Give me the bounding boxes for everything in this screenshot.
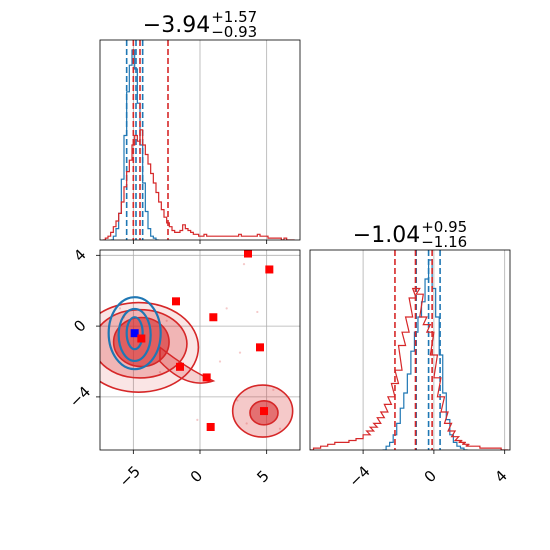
marker-square <box>130 329 139 338</box>
x-hist-series-1 <box>102 129 295 240</box>
title-value: −1.04 <box>353 223 420 248</box>
sample-point <box>122 316 126 319</box>
sample-point <box>225 307 228 310</box>
y-hist-series-1 <box>310 287 509 450</box>
sample-point <box>236 399 239 402</box>
title-minus-1: −1.16 <box>421 233 467 251</box>
x-tick-label: −5 <box>116 462 144 490</box>
x-tick-label: 0 <box>421 467 440 486</box>
marker-square <box>209 313 218 322</box>
sample-point <box>238 351 242 354</box>
panel-2d <box>100 250 300 450</box>
sample-point <box>278 427 282 430</box>
marker-square <box>265 265 274 274</box>
x-tick-label: −4 <box>345 462 373 490</box>
param-title-1: −1.04+0.95 <box>353 218 467 248</box>
panel-x-hist <box>102 40 295 240</box>
axes-frame <box>309 249 511 451</box>
sample-point <box>245 422 248 425</box>
sample-point <box>196 418 199 422</box>
marker-square <box>244 250 252 258</box>
sample-point <box>118 307 122 310</box>
sample-point <box>256 310 259 314</box>
y-tick-label: 0 <box>70 316 89 335</box>
y-hist-series-0 <box>382 259 468 450</box>
sample-point <box>116 351 119 354</box>
title-minus-0: −0.93 <box>211 23 257 41</box>
marker-square <box>172 297 180 306</box>
sample-point <box>272 388 275 391</box>
param-title-0: −3.94+1.57 <box>143 8 257 38</box>
sample-point <box>242 263 246 266</box>
panel-y-hist <box>310 250 509 450</box>
title-plus: +0.95 <box>421 218 467 236</box>
y-tick-label: −4 <box>66 383 94 411</box>
y-tick-label: 4 <box>70 246 89 265</box>
title-value: −3.94 <box>143 13 210 38</box>
density-contour-blue <box>117 307 152 363</box>
sample-point <box>158 371 162 374</box>
density-contour-blue <box>125 316 144 351</box>
x-tick-label: 0 <box>187 467 206 486</box>
marker-square <box>176 362 184 371</box>
marker-square <box>256 343 264 352</box>
marker-square <box>202 373 211 382</box>
marker-square <box>260 407 268 416</box>
x-tick-label: 5 <box>253 467 272 486</box>
title-plus: +1.57 <box>211 8 257 26</box>
marker-square <box>137 334 146 343</box>
sample-point <box>156 303 159 306</box>
sample-point <box>165 319 168 322</box>
marker-square <box>206 422 215 431</box>
sample-point <box>218 360 222 363</box>
density-contour-blue <box>107 296 162 371</box>
x-tick-label: 4 <box>491 467 510 486</box>
